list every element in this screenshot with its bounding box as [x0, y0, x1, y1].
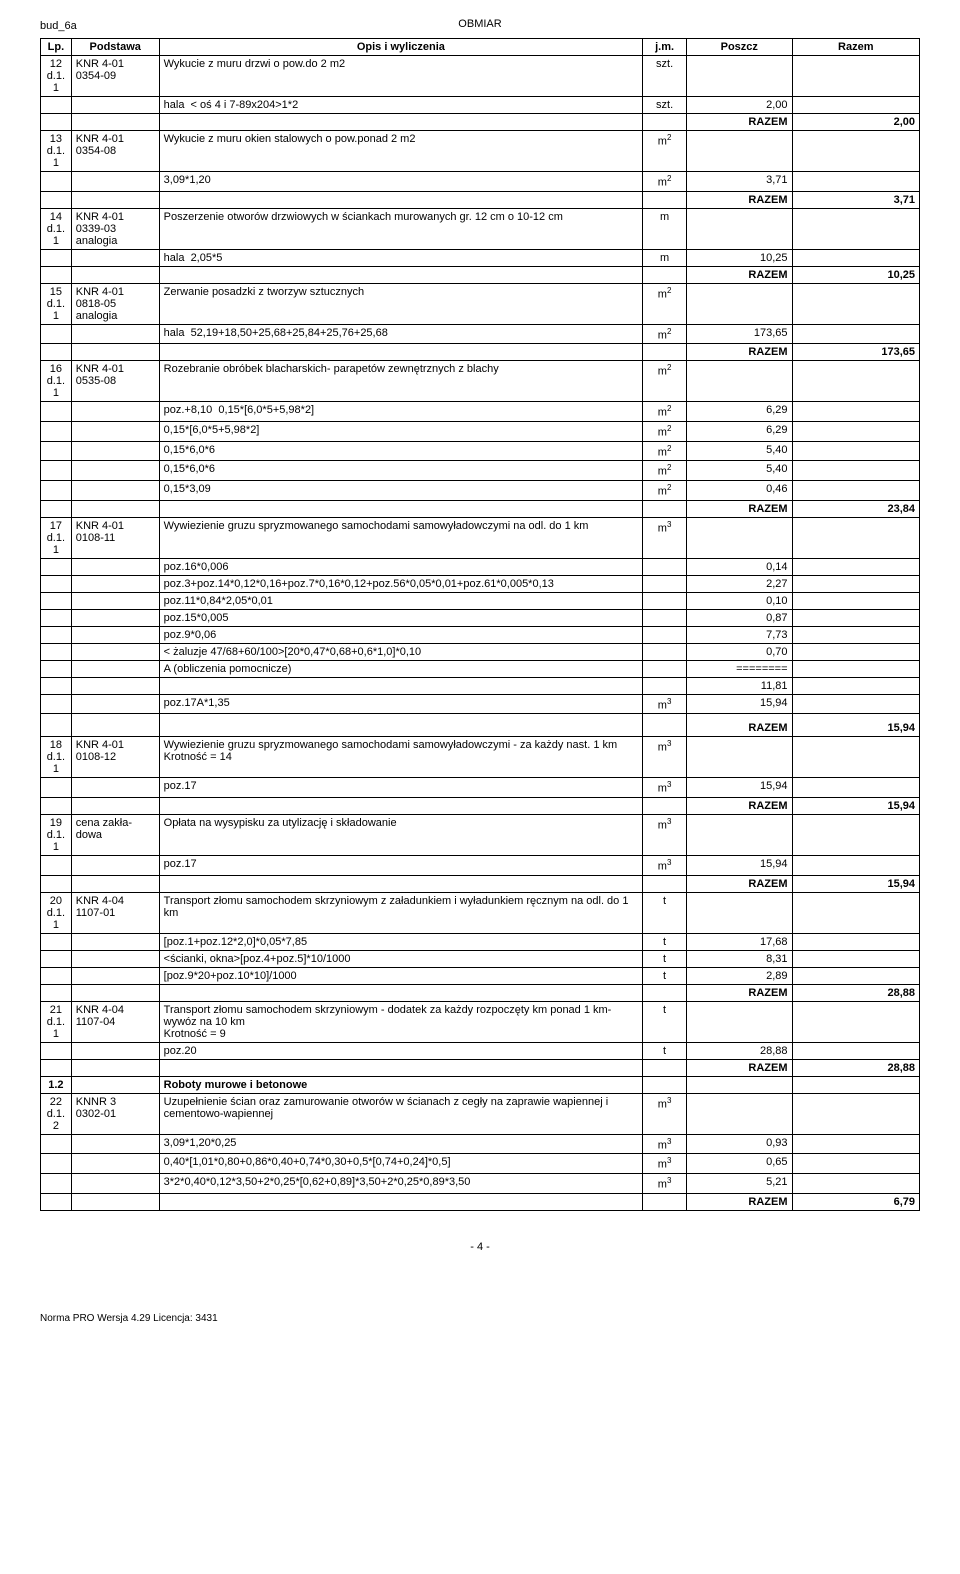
table-row: 16d.1.1KNR 4-010535-08Rozebranie obróbek…	[41, 361, 920, 402]
table-row: RAZEM15,94	[41, 714, 920, 737]
table-row: poz.16*0,0060,14	[41, 558, 920, 575]
table-row: RAZEM3,71	[41, 191, 920, 208]
table-row: RAZEM28,88	[41, 984, 920, 1001]
table-row: 0,40*[1,01*0,80+0,86*0,40+0,74*0,30+0,5*…	[41, 1154, 920, 1174]
table-row: poz.11*0,84*2,05*0,010,10	[41, 592, 920, 609]
table-row: hala < oś 4 i 7-89x204>1*2szt.2,00	[41, 97, 920, 114]
col-razem: Razem	[792, 39, 919, 56]
table-row: poz.17A*1,35m315,94	[41, 694, 920, 714]
table-row: 0,15*[6,0*5+5,98*2]m26,29	[41, 421, 920, 441]
table-row: RAZEM23,84	[41, 500, 920, 517]
table-row: RAZEM2,00	[41, 114, 920, 131]
table-row: poz.3+poz.14*0,12*0,16+poz.7*0,16*0,12+p…	[41, 575, 920, 592]
table-row: [poz.1+poz.12*2,0]*0,05*7,85t17,68	[41, 933, 920, 950]
table-row: poz.9*0,067,73	[41, 626, 920, 643]
table-row: 14d.1.1KNR 4-010339-03analogiaPoszerzeni…	[41, 208, 920, 249]
table-row: 19d.1.1cena zakła-dowaOpłata na wysypisk…	[41, 814, 920, 855]
table-row: 0,15*6,0*6m25,40	[41, 441, 920, 461]
table-row: 18d.1.1KNR 4-010108-12Wywiezienie gruzu …	[41, 737, 920, 778]
table-row: 11,81	[41, 677, 920, 694]
table-row: 3,09*1,20*0,25m30,93	[41, 1134, 920, 1154]
col-lp: Lp.	[41, 39, 72, 56]
table-row: poz.20t28,88	[41, 1042, 920, 1059]
table-row: <ścianki, okna>[poz.4+poz.5]*10/1000t8,3…	[41, 950, 920, 967]
table-header-row: Lp. Podstawa Opis i wyliczenia j.m. Posz…	[41, 39, 920, 56]
table-row: RAZEM173,65	[41, 344, 920, 361]
table-row: poz.17m315,94	[41, 855, 920, 875]
table-row: 1.2Roboty murowe i betonowe	[41, 1076, 920, 1093]
table-row: 3,09*1,20m23,71	[41, 172, 920, 192]
table-row: A (obliczenia pomocnicze)========	[41, 660, 920, 677]
col-jm: j.m.	[643, 39, 687, 56]
page-number: - 4 -	[40, 1241, 920, 1253]
table-row: hala 2,05*5m10,25	[41, 249, 920, 266]
table-row: 15d.1.1KNR 4-010818-05analogiaZerwanie p…	[41, 283, 920, 324]
table-row: 0,15*6,0*6m25,40	[41, 461, 920, 481]
table-row: 20d.1.1KNR 4-041107-01Transport złomu sa…	[41, 892, 920, 933]
table-row: 12d.1.1KNR 4-010354-09Wykucie z muru drz…	[41, 56, 920, 97]
table-row: 22d.1.2KNNR 30302-01Uzupełnienie ścian o…	[41, 1093, 920, 1134]
table-row: 13d.1.1KNR 4-010354-08Wykucie z muru oki…	[41, 131, 920, 172]
table-row: RAZEM15,94	[41, 875, 920, 892]
col-poszcz: Poszcz	[687, 39, 792, 56]
table-row: < żaluzje 47/68+60/100>[20*0,47*0,68+0,6…	[41, 643, 920, 660]
col-podstawa: Podstawa	[71, 39, 159, 56]
table-row: 3*2*0,40*0,12*3,50+2*0,25*[0,62+0,89]*3,…	[41, 1173, 920, 1193]
table-row: RAZEM15,94	[41, 797, 920, 814]
table-row: 17d.1.1KNR 4-010108-11Wywiezienie gruzu …	[41, 517, 920, 558]
table-row: poz.15*0,0050,87	[41, 609, 920, 626]
doc-title: OBMIAR	[40, 18, 920, 30]
col-opis: Opis i wyliczenia	[159, 39, 642, 56]
table-row: RAZEM6,79	[41, 1193, 920, 1210]
table-row: poz.+8,10 0,15*[6,0*5+5,98*2]m26,29	[41, 402, 920, 422]
licence-text: Norma PRO Wersja 4.29 Licencja: 3431	[40, 1313, 920, 1324]
table-row: 21d.1.1KNR 4-041107-04Transport złomu sa…	[41, 1001, 920, 1042]
table-row: poz.17m315,94	[41, 778, 920, 798]
table-row: RAZEM10,25	[41, 266, 920, 283]
obmiar-table: Lp. Podstawa Opis i wyliczenia j.m. Posz…	[40, 38, 920, 1211]
table-row: RAZEM28,88	[41, 1059, 920, 1076]
table-row: [poz.9*20+poz.10*10]/1000t2,89	[41, 967, 920, 984]
table-row: hala 52,19+18,50+25,68+25,84+25,76+25,68…	[41, 324, 920, 344]
table-row: 0,15*3,09m20,46	[41, 480, 920, 500]
